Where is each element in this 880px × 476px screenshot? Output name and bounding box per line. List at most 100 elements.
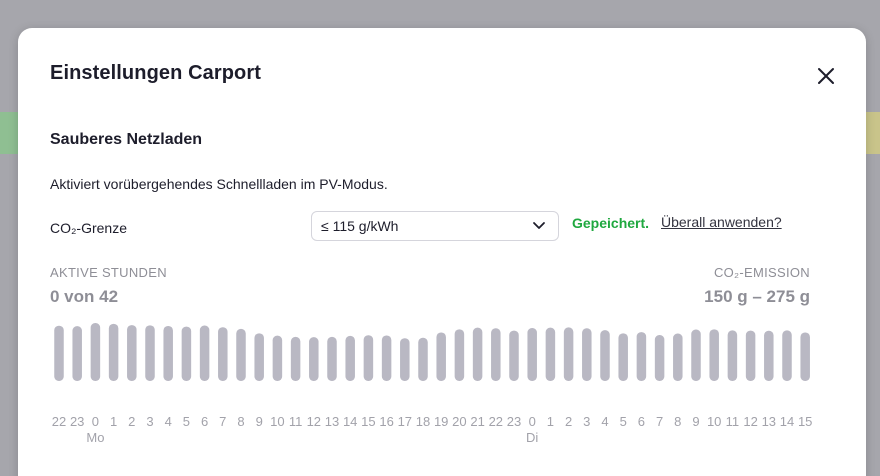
x-tick-label: 3 (583, 414, 590, 429)
co2-hourly-bar-chart: 22 23 0 1 2 3 4 5 6 7 8 9 10 11 12 13 14 15 16 17 18 19 20 21 22… (52, 323, 812, 445)
chart-bar (472, 327, 483, 381)
active-hours-value: 0 von 42 (50, 287, 119, 306)
x-tick-label: 15 (798, 414, 812, 429)
chart-bar (764, 330, 774, 381)
x-tick-label: 12 (743, 414, 757, 429)
chart-bar (327, 336, 337, 381)
x-tick-label: 22 (52, 414, 66, 429)
x-tick-label: 21 (470, 414, 484, 429)
x-tick-label: 2 (128, 414, 135, 429)
chart-bar (582, 328, 592, 381)
x-tick-label: 11 (726, 414, 740, 429)
chart-bar (509, 330, 519, 381)
chart-bar (491, 328, 501, 381)
chart-bar (381, 335, 392, 381)
x-tick-label: 7 (219, 414, 226, 429)
chart-bar (254, 333, 264, 381)
x-tick-label: 14 (780, 414, 794, 429)
x-tick-label: 8 (674, 414, 681, 429)
x-tick-label: 18 (416, 414, 430, 429)
chart-bar (673, 333, 683, 381)
chart-bar (709, 329, 719, 381)
chart-bar (199, 325, 210, 381)
x-tick-label: 20 (452, 414, 466, 429)
chart-bar (454, 329, 465, 381)
chart-bar (90, 323, 101, 381)
close-button[interactable] (814, 64, 838, 88)
chart-bar (345, 335, 355, 381)
chart-bar (654, 335, 665, 381)
chart-bar (691, 329, 701, 381)
x-tick-label: 4 (601, 414, 608, 429)
chart-bar (163, 325, 173, 381)
chart-bar (727, 330, 738, 381)
chart-bar (72, 326, 82, 381)
section-title: Sauberes Netzladen (50, 131, 203, 148)
x-tick-label: 13 (762, 414, 776, 429)
x-tick-label: 3 (146, 414, 153, 429)
chart-bar (545, 327, 556, 381)
x-tick-label: 0 (92, 414, 99, 429)
x-tick-label: 17 (398, 414, 412, 429)
chart-bar (127, 325, 137, 381)
x-tick-label: 1 (547, 414, 554, 429)
chart-bar (363, 335, 374, 381)
x-tick-label: 15 (361, 414, 375, 429)
chart-bar (782, 330, 792, 381)
modal-title: Einstellungen Carport (50, 62, 262, 84)
x-tick-label: 6 (201, 414, 208, 429)
x-tick-label: 14 (343, 414, 357, 429)
chart-bar (272, 335, 283, 381)
x-tick-label: 23 (70, 414, 84, 429)
chart-bar (563, 327, 574, 381)
chart-bar (108, 323, 119, 381)
chevron-down-icon (533, 222, 545, 229)
x-tick-label: 10 (270, 414, 284, 429)
day-label: Mo (86, 430, 104, 445)
co2-emission-label: CO₂-EMISSION (713, 265, 810, 280)
chart-bar (800, 332, 810, 381)
x-tick-label: 9 (692, 414, 699, 429)
x-tick-label: 6 (638, 414, 645, 429)
chart-bar (309, 337, 319, 381)
chart-bar (218, 327, 228, 381)
settings-modal: Einstellungen Carport Sauberes Netzladen… (18, 28, 866, 476)
chart-bar (600, 330, 610, 381)
x-tick-label: 7 (656, 414, 663, 429)
chart-bar (636, 332, 647, 381)
x-tick-label: 5 (183, 414, 190, 429)
co2-limit-select[interactable]: ≤ 115 g/kWh (311, 211, 559, 241)
x-tick-label: 16 (379, 414, 393, 429)
x-tick-label: 22 (489, 414, 503, 429)
chart-bar (527, 328, 537, 381)
apply-everywhere-link[interactable]: Überall anwenden? (661, 214, 782, 230)
chart-bar (290, 336, 301, 381)
chart-bar (54, 325, 64, 381)
day-label: Di (526, 430, 538, 445)
x-tick-label: 4 (165, 414, 172, 429)
chart-bar (418, 337, 428, 381)
x-tick-label: 19 (434, 414, 448, 429)
x-tick-label: 10 (707, 414, 721, 429)
chart-bar (145, 325, 155, 381)
x-tick-label: 13 (325, 414, 339, 429)
co2-emission-value: 150 g – 275 g (704, 287, 810, 306)
chart-bar (436, 332, 446, 381)
section-description: Aktiviert vorübergehendes Schnellladen i… (50, 176, 388, 192)
close-icon (818, 68, 834, 84)
chart-bar (400, 338, 410, 381)
co2-limit-value: ≤ 115 g/kWh (321, 218, 399, 234)
active-hours-label: AKTIVE STUNDEN (50, 265, 167, 280)
x-tick-label: 2 (565, 414, 572, 429)
chart-bar (618, 333, 628, 381)
x-tick-label: 1 (110, 414, 117, 429)
x-tick-label: 8 (237, 414, 244, 429)
x-tick-label: 0 (529, 414, 536, 429)
x-tick-label: 11 (289, 414, 303, 429)
x-tick-label: 12 (307, 414, 321, 429)
saved-status: Gepeichert. (572, 215, 650, 231)
co2-limit-label: CO₂-Grenze (50, 220, 128, 236)
x-tick-label: 9 (256, 414, 263, 429)
chart-bar (236, 328, 246, 381)
chart-bar (745, 330, 756, 381)
